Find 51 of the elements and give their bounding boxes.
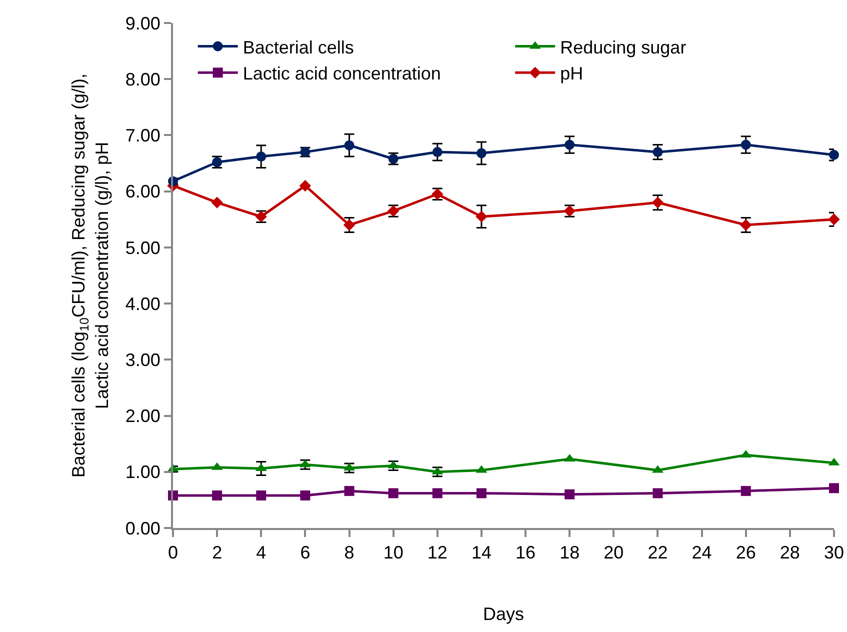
y-tick-label: 3.00	[125, 350, 160, 370]
point	[829, 483, 839, 494]
x-tick-label: 12	[427, 542, 448, 563]
point	[476, 148, 486, 158]
y-tick-label: 8.00	[125, 69, 160, 90]
point	[564, 489, 575, 500]
point	[432, 147, 442, 158]
x-tick-label: 22	[648, 542, 668, 563]
y-tick-label: 2.00	[125, 406, 160, 426]
y-tick-label: 7.00	[125, 126, 160, 146]
legend-label: Reducing sugar	[560, 37, 686, 58]
point	[299, 180, 312, 192]
legend-label: Bacterial cells	[242, 37, 354, 58]
point	[740, 486, 751, 496]
point	[256, 490, 266, 500]
x-tick-label: 20	[604, 542, 624, 563]
point	[740, 140, 751, 150]
y-tick-label: 1.00	[125, 462, 160, 482]
y-tick-label: 0.00	[125, 518, 160, 538]
x-axis-title: Days	[482, 604, 524, 624]
point	[388, 488, 398, 498]
point	[211, 196, 223, 208]
y-tick-label: 5.00	[125, 238, 160, 258]
point	[564, 140, 575, 150]
point	[212, 490, 222, 500]
x-tick-label: 16	[516, 542, 536, 563]
point	[300, 490, 310, 500]
x-tick-label: 28	[780, 542, 800, 563]
legend-label: pH	[560, 64, 584, 84]
x-tick-label: 24	[692, 542, 712, 563]
point	[256, 152, 266, 162]
y-tick-label: 6.00	[125, 182, 160, 202]
x-tick-label: 8	[344, 542, 354, 563]
x-tick-label: 2	[212, 542, 222, 563]
point	[476, 210, 488, 222]
point	[652, 488, 663, 498]
x-tick-label: 14	[471, 542, 492, 563]
point	[344, 486, 354, 496]
x-tick-label: 10	[383, 542, 404, 563]
x-tick-label: 4	[256, 542, 266, 563]
y-tick-label: 9.00	[125, 13, 160, 34]
point	[432, 488, 442, 498]
x-tick-label: 18	[560, 542, 580, 563]
y-tick-label: 4.00	[125, 294, 160, 314]
legend-label: Lactic acid concentration	[242, 64, 441, 84]
point	[344, 140, 354, 150]
point	[476, 488, 486, 498]
x-tick-label: 0	[168, 542, 178, 563]
x-tick-label: 30	[824, 542, 844, 563]
x-tick-label: 26	[736, 542, 756, 563]
x-tick-label: 6	[300, 542, 310, 563]
